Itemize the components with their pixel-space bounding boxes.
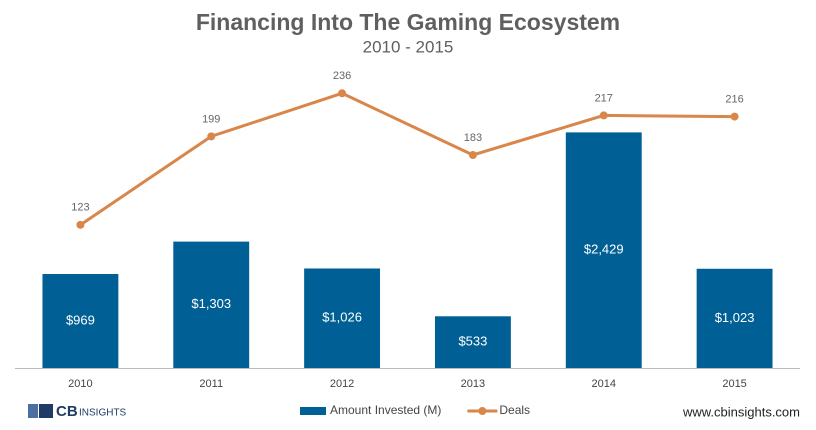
point-label: 216 [725,93,743,105]
bar [565,132,642,368]
bar [696,268,773,368]
point-label: 183 [464,132,482,144]
line-point [599,111,608,120]
point-label: 123 [71,202,89,214]
value-label: $2,429 [584,242,624,257]
legend-swatch [478,407,487,415]
bar [173,241,250,368]
bar [434,316,511,368]
x-tick-label: 2012 [330,378,354,390]
logo: CB INSIGHTS [28,403,127,420]
legend-label: Amount Invested (M) [330,403,441,417]
bar [42,274,119,368]
line-point [468,150,477,159]
legend-label: Deals [499,403,530,417]
logo-shape [28,404,38,418]
legend-swatch [300,407,326,415]
line [79,91,735,227]
x-tick-label: 2015 [722,378,746,390]
line-point [207,132,216,141]
value-label: $533 [458,334,487,349]
chart-title: Financing Into The Gaming Ecosystem [196,9,620,35]
value-label: $969 [66,312,95,327]
point-label: 236 [333,70,351,82]
x-tick-label: 2013 [461,378,485,390]
value-label: $1,026 [322,310,362,325]
point-label: 217 [595,92,613,104]
x-tick-label: 2014 [592,378,616,390]
chart-subtitle: 2010 - 2015 [363,37,454,56]
x-tick-label: 2010 [68,378,92,390]
value-label: $1,303 [191,296,231,311]
logo-text: CB [56,403,78,420]
logo-text: INSIGHTS [79,408,127,419]
logo-shape [39,404,53,418]
line-point [730,112,739,121]
bar [304,268,381,368]
point-label: 199 [202,113,220,125]
value-label: $1,023 [715,310,755,325]
line-point [338,89,347,98]
line-point [76,220,85,229]
x-tick-label: 2011 [199,378,223,390]
website: www.cbinsights.com [682,404,800,419]
